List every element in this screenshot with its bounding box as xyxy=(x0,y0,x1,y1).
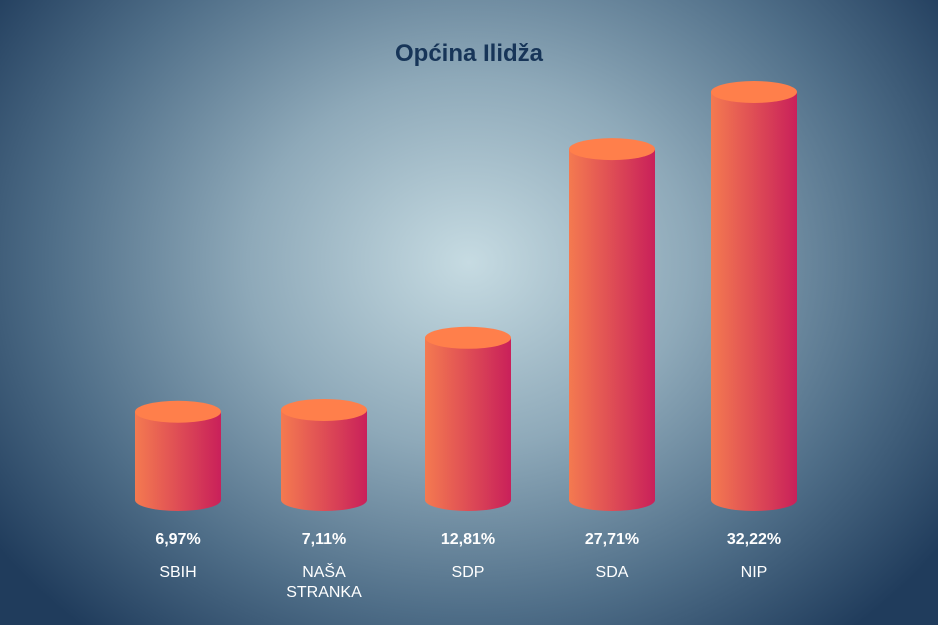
data-label: 27,71% xyxy=(584,531,640,548)
bar-top-3 xyxy=(569,138,655,161)
data-label: 7,11% xyxy=(301,531,347,548)
chart-title: Općina Ilidža xyxy=(394,40,544,67)
category-label: SDP xyxy=(398,563,538,583)
bar-2 xyxy=(425,337,511,511)
category-label-line: SBIH xyxy=(159,564,197,581)
bar-top-1 xyxy=(281,398,367,421)
data-label: 32,22% xyxy=(726,531,782,548)
category-label: NAŠA STRANKA xyxy=(254,563,394,603)
data-label: 12,81% xyxy=(440,531,496,548)
bar-top-2 xyxy=(425,326,511,349)
bar-top-4 xyxy=(711,81,797,103)
bar-4 xyxy=(711,92,797,511)
category-label-line: SDP xyxy=(451,564,485,581)
category-label-line: NAŠA xyxy=(302,564,346,581)
category-label-line: STRANKA xyxy=(286,584,362,601)
bar-1 xyxy=(281,409,367,511)
bar-3 xyxy=(569,149,655,511)
category-label: SDA xyxy=(542,563,682,583)
category-label-line: NIP xyxy=(740,564,768,581)
category-label-line: SDA xyxy=(595,564,629,581)
category-label: NIP xyxy=(684,563,824,583)
bar-0 xyxy=(135,411,221,511)
bar-top-0 xyxy=(135,400,221,423)
category-label: SBIH xyxy=(108,563,248,583)
data-label: 6,97% xyxy=(155,531,201,548)
